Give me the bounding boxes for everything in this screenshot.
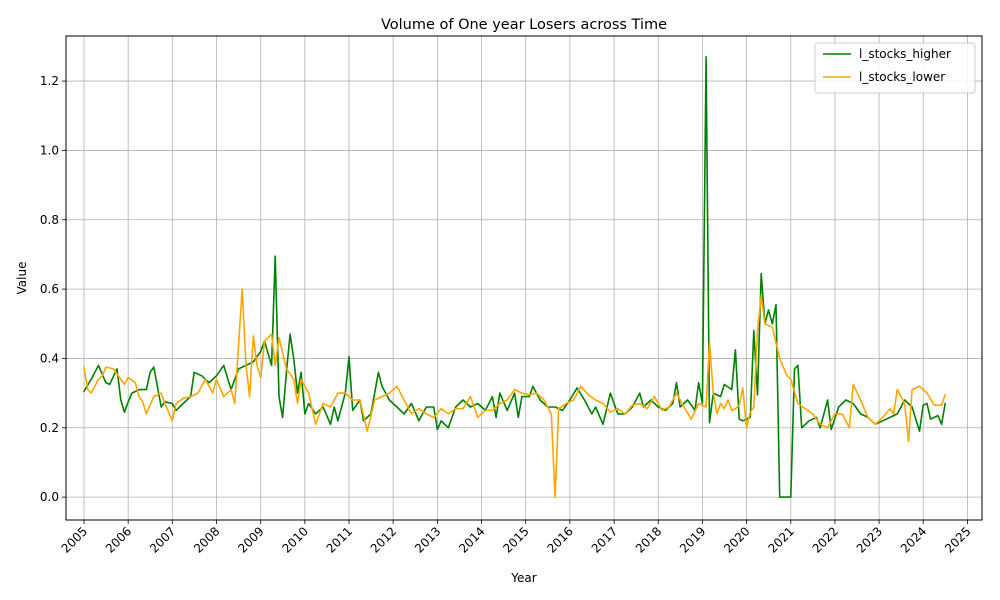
y-tick-label: 1.2 — [40, 74, 59, 88]
chart-title: Volume of One year Losers across Time — [381, 17, 667, 33]
plot-area-frame — [65, 35, 983, 521]
y-tick-label: 0.2 — [40, 421, 59, 435]
series-line-l_stocks_lower — [83, 288, 946, 498]
legend-label-lower: l_stocks_lower — [859, 70, 945, 84]
legend-box — [814, 42, 976, 94]
series-group — [83, 56, 946, 498]
y-tick-label: 1.0 — [40, 143, 59, 157]
x-axis-label: Year — [510, 571, 536, 585]
y-tick-label: 0.6 — [40, 282, 59, 296]
y-tick-label: 0.0 — [40, 490, 59, 504]
y-tick-label: 0.4 — [40, 351, 59, 365]
grid-lines — [66, 36, 982, 520]
y-axis: 0.0 0.2 0.4 0.6 0.8 1.0 1.2 — [40, 74, 66, 504]
legend-label-higher: l_stocks_higher — [859, 47, 951, 61]
y-tick-label: 0.8 — [40, 213, 59, 227]
y-axis-label: Value — [15, 262, 29, 295]
series-line-l_stocks_higher — [83, 56, 946, 498]
legend: l_stocks_higher l_stocks_lower — [814, 42, 976, 94]
